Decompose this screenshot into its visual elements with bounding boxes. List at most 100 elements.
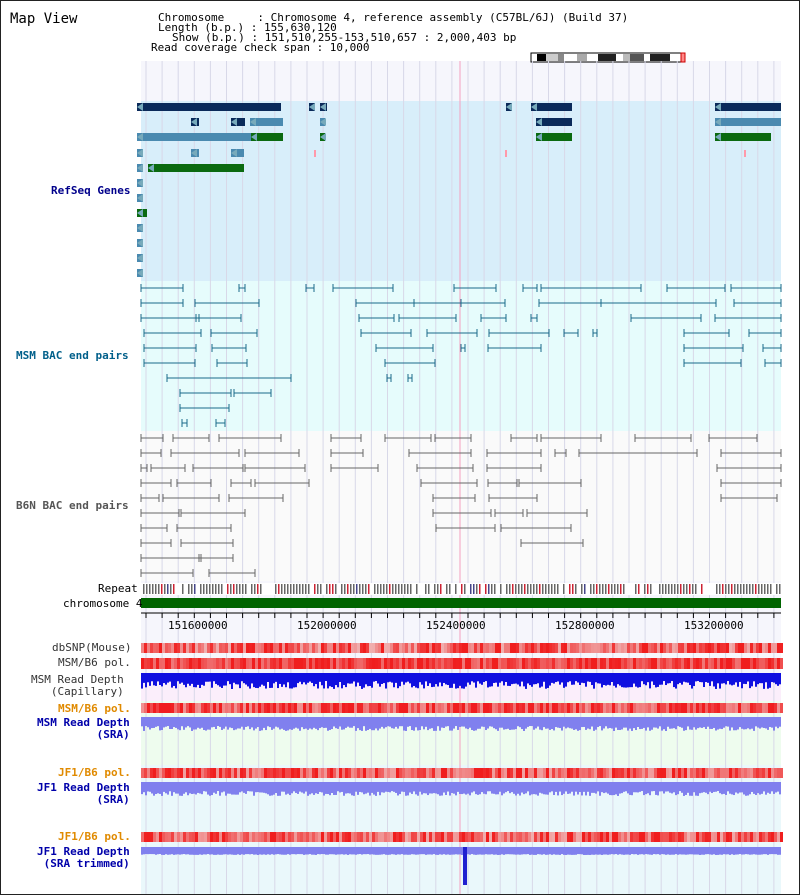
read-depth-bar <box>609 847 611 855</box>
read-depth-bar <box>681 782 683 793</box>
snp-heat-cell <box>276 658 279 669</box>
snp-heat-cell <box>450 643 453 653</box>
read-depth-bar <box>547 673 549 688</box>
read-depth-bar <box>625 782 627 792</box>
gene-strand-arrow <box>536 118 542 126</box>
snp-heat-cell <box>504 832 507 842</box>
snp-heat-cell <box>180 703 183 713</box>
read-depth-bar <box>661 847 663 855</box>
snp-heat-cell <box>480 703 483 713</box>
read-depth-bar <box>397 782 399 796</box>
snp-heat-cell <box>504 658 507 669</box>
read-depth-bar <box>259 782 261 793</box>
read-depth-bar <box>343 673 345 686</box>
read-depth-bar <box>141 782 143 795</box>
read-depth-bar <box>479 847 481 855</box>
read-depth-bar <box>315 673 317 685</box>
repeat-mark <box>404 584 406 594</box>
snp-heat-cell <box>606 703 609 713</box>
snp-heat-cell <box>714 658 717 669</box>
snp-heat-cell <box>291 768 294 778</box>
gene-strand-arrow <box>506 103 512 111</box>
snp-heat-cell <box>441 768 444 778</box>
snp-heat-cell <box>486 643 489 653</box>
repeat-mark <box>464 584 466 594</box>
repeat-mark <box>395 584 397 594</box>
snp-heat-cell <box>354 658 357 669</box>
snp-heat-cell <box>603 658 606 669</box>
snp-heat-cell <box>330 768 333 778</box>
read-depth-bar <box>583 673 585 684</box>
snp-heat-cell <box>639 643 642 653</box>
read-depth-bar <box>539 673 541 688</box>
snp-heat-cell <box>624 703 627 713</box>
snp-heat-cell <box>324 643 327 653</box>
read-depth-bar <box>285 673 287 688</box>
snp-heat-cell <box>693 703 696 713</box>
read-depth-bar <box>581 782 583 796</box>
snp-heat-cell <box>234 643 237 653</box>
read-depth-bar <box>677 673 679 685</box>
snp-heat-cell <box>501 703 504 713</box>
read-depth-bar <box>679 847 681 855</box>
read-depth-bar <box>271 847 273 855</box>
read-depth-bar <box>243 673 245 684</box>
snp-heat-cell <box>738 643 741 653</box>
read-depth-bar <box>529 717 531 727</box>
refseq-track-bg <box>141 101 781 281</box>
repeat-mark <box>737 584 739 594</box>
read-depth-bar <box>141 847 143 855</box>
snp-heat-cell <box>159 832 162 842</box>
snp-heat-cell <box>747 768 750 778</box>
read-depth-bar <box>377 782 379 792</box>
snp-heat-cell <box>672 768 675 778</box>
read-depth-bar <box>363 847 365 855</box>
read-depth-bar <box>585 717 587 730</box>
read-depth-bar <box>731 782 733 795</box>
repeat-mark <box>752 584 754 594</box>
snp-heat-cell <box>393 658 396 669</box>
snp-heat-cell <box>657 768 660 778</box>
snp-heat-cell <box>153 832 156 842</box>
read-depth-bar <box>445 782 447 796</box>
read-depth-bar <box>519 847 521 855</box>
read-depth-bar <box>167 673 169 683</box>
read-depth-bar <box>153 717 155 728</box>
snp-heat-cell <box>435 643 438 653</box>
snp-heat-cell <box>243 768 246 778</box>
read-depth-bar <box>515 847 517 855</box>
snp-heat-cell <box>579 832 582 842</box>
snp-heat-cell <box>411 658 414 669</box>
snp-heat-cell <box>669 703 672 713</box>
snp-heat-cell <box>759 658 762 669</box>
read-depth-bar <box>393 717 395 729</box>
read-depth-bar <box>777 673 779 686</box>
read-depth-bar <box>729 673 731 685</box>
snp-heat-cell <box>495 832 498 842</box>
read-depth-bar <box>439 717 441 731</box>
snp-heat-cell <box>417 643 420 653</box>
snp-heat-cell <box>387 703 390 713</box>
read-depth-bar <box>379 673 381 687</box>
read-depth-bar <box>759 782 761 795</box>
read-depth-bar <box>421 847 423 855</box>
snp-heat-cell <box>690 832 693 842</box>
snp-heat-cell <box>201 643 204 653</box>
snp-heat-cell <box>753 832 756 842</box>
snp-heat-cell <box>405 658 408 669</box>
read-depth-bar <box>417 717 419 731</box>
snp-heat-cell <box>195 643 198 653</box>
read-depth-bar <box>343 717 345 730</box>
gene-strand-arrow <box>137 179 143 187</box>
read-depth-bar <box>639 673 641 688</box>
snp-heat-cell <box>327 703 330 713</box>
read-depth-bar <box>339 673 341 683</box>
read-depth-bar <box>273 673 275 684</box>
snp-heat-cell <box>465 643 468 653</box>
snp-heat-cell <box>555 768 558 778</box>
snp-heat-cell <box>519 658 522 669</box>
read-depth-bar <box>645 847 647 855</box>
snp-heat-cell <box>537 658 540 669</box>
read-depth-bar <box>517 673 519 685</box>
